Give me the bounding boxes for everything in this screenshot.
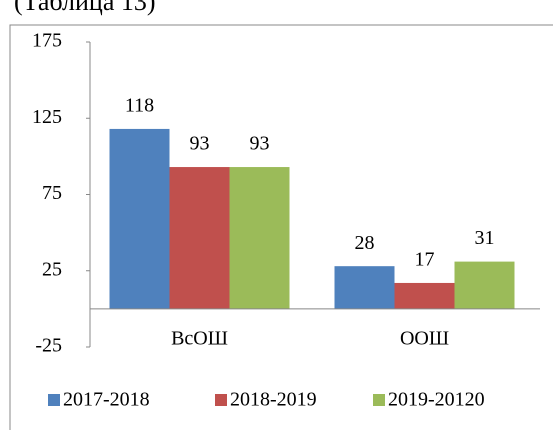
x-tick-label: ВсОШ [171, 328, 228, 350]
caption: (Таблица 13) [14, 0, 156, 16]
legend-label: 2018-2019 [230, 389, 317, 411]
legend-swatch [215, 394, 227, 406]
y-tick-label: 75 [42, 182, 62, 204]
bar [454, 261, 515, 309]
bar [109, 128, 170, 309]
value-label: 28 [355, 232, 375, 254]
value-label: 118 [125, 95, 154, 117]
legend-label: 2019-20120 [388, 389, 485, 411]
chart-frame [9, 24, 553, 430]
value-label: 93 [190, 133, 210, 155]
legend-swatch [373, 394, 385, 406]
x-tick-label: ООШ [400, 328, 449, 350]
bar [229, 167, 290, 309]
legend-swatch [48, 394, 60, 406]
y-tick-label: -25 [35, 335, 62, 357]
bar [334, 266, 395, 309]
value-label: 31 [475, 227, 495, 249]
value-label: 93 [250, 133, 270, 155]
y-tick-label: 25 [42, 258, 62, 280]
bar [169, 167, 230, 309]
bar [394, 282, 455, 309]
value-label: 17 [415, 249, 435, 271]
y-tick-label: 125 [32, 106, 62, 128]
y-tick-label: 175 [32, 30, 62, 52]
legend-label: 2017-2018 [63, 389, 150, 411]
